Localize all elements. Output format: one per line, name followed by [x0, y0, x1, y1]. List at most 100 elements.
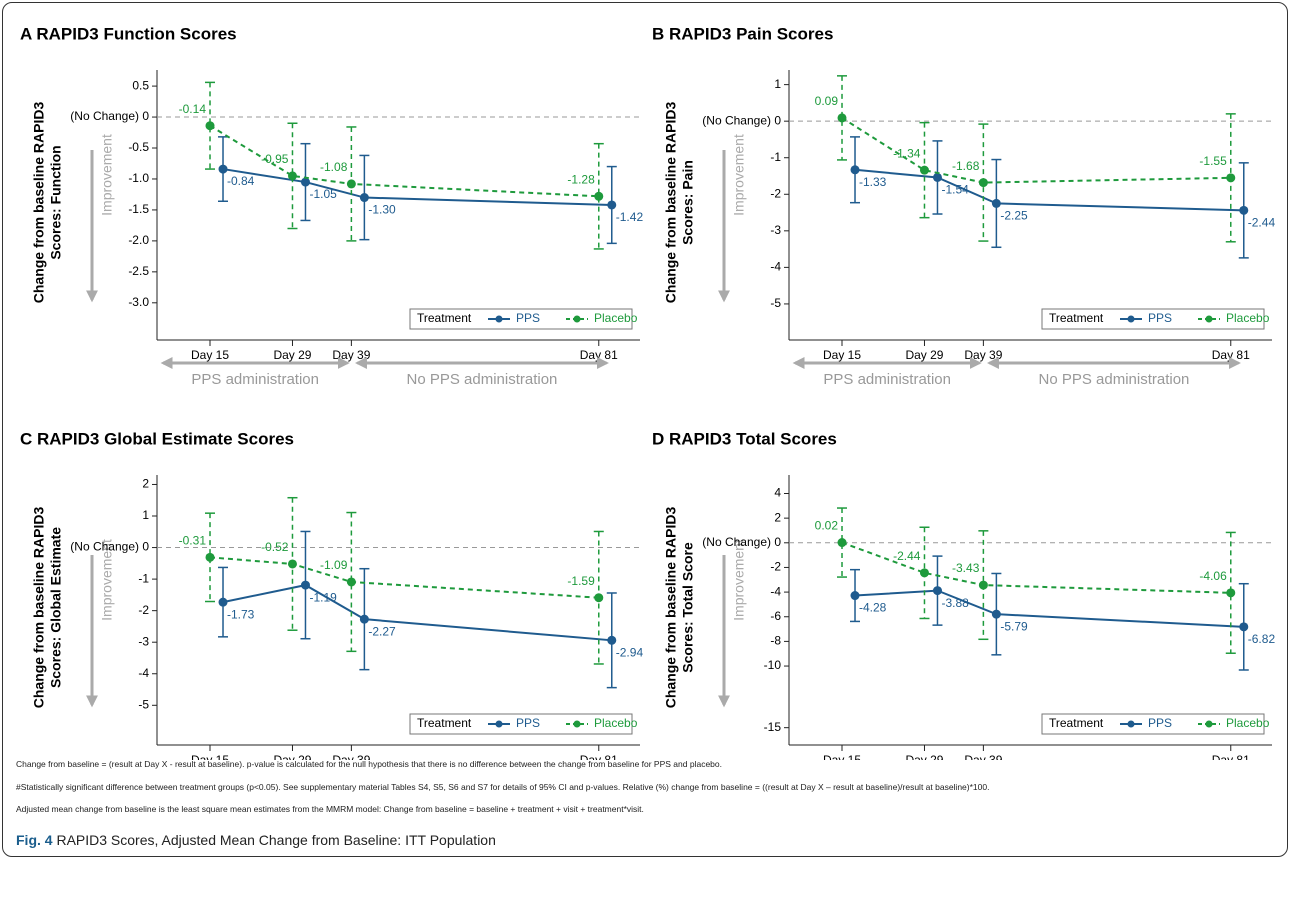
- y-tick-label: (No Change) 0: [70, 109, 149, 123]
- y-tick-label: -2: [770, 186, 781, 200]
- data-point: [607, 635, 617, 645]
- legend-box: [1041, 308, 1265, 330]
- data-label: -1.19: [309, 590, 337, 604]
- legend-label: PPS: [516, 716, 540, 730]
- data-label: -1.28: [567, 172, 595, 186]
- chart-panel: C RAPID3 Global Estimate Scores Change fr…: [20, 429, 643, 760]
- legend-marker: [573, 315, 581, 323]
- legend-label: Placebo: [1226, 311, 1270, 325]
- y-axis-label: Change from baseline RAPID3: [31, 507, 47, 709]
- y-tick-label: -1: [138, 571, 149, 585]
- data-label: -2.94: [616, 645, 644, 659]
- y-tick-label: 4: [774, 486, 781, 500]
- y-tick-label: -4: [770, 584, 781, 598]
- x-tick-label: Day 29: [273, 753, 311, 760]
- legend-box: [1041, 713, 1265, 735]
- data-label: -0.84: [227, 174, 255, 188]
- legend-box: [409, 308, 633, 330]
- improvement-label: Improvement: [731, 539, 747, 621]
- data-point: [919, 165, 929, 175]
- figure-card: [2, 2, 1288, 857]
- y-tick-label: 1: [142, 508, 149, 522]
- data-label: -2.25: [1000, 209, 1028, 223]
- x-tick-label: Day 15: [191, 753, 229, 760]
- data-label: -2.27: [368, 624, 396, 638]
- data-label: -4.28: [859, 601, 887, 615]
- data-label: -1.09: [320, 558, 348, 572]
- data-point: [1226, 173, 1236, 183]
- y-tick-label: 1: [774, 77, 781, 91]
- y-tick-label: -10: [764, 658, 782, 672]
- data-point: [1226, 588, 1236, 598]
- caption-label: Fig. 4: [16, 832, 53, 848]
- y-tick-label: -1.5: [128, 202, 149, 216]
- legend: Treatment PPS Placebo: [409, 308, 638, 330]
- y-axis-label: Scores: Pain: [680, 160, 696, 245]
- x-tick-label: Day 29: [905, 348, 943, 362]
- series-line: [209, 124, 599, 198]
- series-line: [222, 584, 612, 642]
- y-tick-label: -5: [770, 296, 781, 310]
- data-label: -4.06: [1199, 569, 1227, 583]
- data-point: [919, 568, 929, 578]
- y-tick-label: -3: [770, 223, 781, 237]
- legend-marker: [495, 315, 503, 323]
- data-point: [218, 597, 228, 607]
- data-point: [1239, 205, 1249, 215]
- data-label: -0.31: [179, 534, 207, 548]
- y-tick-label: -1: [770, 150, 781, 164]
- legend-label: PPS: [1148, 716, 1172, 730]
- data-point: [991, 609, 1001, 619]
- data-label: -1.55: [1199, 154, 1227, 168]
- data-label: -1.68: [952, 159, 980, 173]
- legend-title: Treatment: [1049, 311, 1104, 325]
- charts: A RAPID3 Function Scores Change from base…: [20, 24, 1275, 760]
- x-tick-label: Day 81: [1212, 753, 1250, 760]
- legend: Treatment PPS Placebo: [1041, 308, 1270, 330]
- data-label: 0.02: [815, 519, 839, 533]
- x-tick-label: Day 39: [332, 348, 370, 362]
- x-tick-label: Day 81: [580, 348, 618, 362]
- legend: Treatment PPS Placebo: [1041, 713, 1270, 735]
- data-label: -0.95: [261, 152, 289, 166]
- x-tick-label: Day 15: [823, 348, 861, 362]
- legend-marker: [1127, 720, 1135, 728]
- error-bar: [205, 81, 216, 170]
- chart-title: A RAPID3 Function Scores: [20, 24, 237, 43]
- series-line: [841, 541, 1231, 594]
- legend-title: Treatment: [1049, 716, 1104, 730]
- y-axis-label: Scores: Function: [48, 145, 64, 259]
- y-axis-label: Change from baseline RAPID3: [663, 102, 679, 304]
- legend-title: Treatment: [417, 716, 472, 730]
- data-label: -1.54: [941, 183, 969, 197]
- y-tick-label: -2.0: [128, 233, 149, 247]
- legend-marker: [1205, 315, 1213, 323]
- phase-label: PPS administration: [823, 371, 951, 388]
- legend: Treatment PPS Placebo: [409, 713, 638, 735]
- y-tick-label: -8: [770, 634, 781, 648]
- error-bar: [346, 511, 357, 653]
- data-label: -3.43: [952, 561, 980, 575]
- improvement-label: Improvement: [99, 134, 115, 216]
- data-point: [978, 178, 988, 188]
- data-point: [932, 586, 942, 596]
- data-point: [837, 538, 847, 548]
- y-tick-label: -4: [770, 260, 781, 274]
- x-tick-label: Day 81: [1212, 348, 1250, 362]
- legend-marker: [1127, 315, 1135, 323]
- legend-box: [409, 713, 633, 735]
- improvement-label: Improvement: [731, 134, 747, 216]
- footnote: Adjusted mean change from baseline is th…: [16, 804, 644, 814]
- legend-title: Treatment: [417, 311, 472, 325]
- data-point: [850, 591, 860, 601]
- data-point: [287, 559, 297, 569]
- data-point: [359, 193, 369, 203]
- series-line: [841, 117, 1231, 184]
- y-axis-label: Scores: Total Score: [680, 542, 696, 673]
- x-tick-label: Day 81: [580, 753, 618, 760]
- data-point: [300, 177, 310, 187]
- error-bar: [593, 142, 604, 250]
- x-tick-label: Day 39: [332, 753, 370, 760]
- error-bar: [1225, 531, 1236, 654]
